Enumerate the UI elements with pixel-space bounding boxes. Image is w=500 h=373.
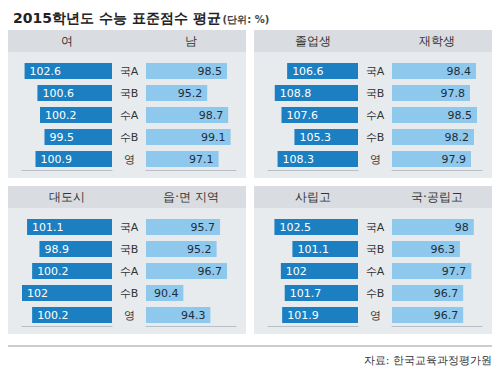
svg-text:95.7: 95.7	[191, 221, 216, 234]
svg-text:100.2: 100.2	[37, 265, 69, 278]
svg-text:102: 102	[286, 265, 307, 278]
svg-text:97.7: 97.7	[442, 265, 467, 278]
svg-text:102.5: 102.5	[279, 221, 311, 234]
svg-text:100.2: 100.2	[37, 309, 69, 322]
svg-text:97.9: 97.9	[442, 153, 467, 166]
svg-text:영: 영	[370, 309, 381, 322]
svg-text:95.2: 95.2	[187, 243, 212, 256]
svg-text:사립고: 사립고	[295, 190, 331, 204]
svg-text:국A: 국A	[120, 65, 139, 78]
svg-text:101.1: 101.1	[32, 221, 64, 234]
svg-text:수A: 수A	[120, 109, 139, 122]
svg-text:96.7: 96.7	[434, 309, 459, 322]
svg-text:102: 102	[27, 287, 48, 300]
svg-text:95.2: 95.2	[178, 87, 203, 100]
svg-text:99.1: 99.1	[201, 131, 226, 144]
svg-text:101.9: 101.9	[287, 309, 319, 322]
svg-text:96.7: 96.7	[434, 287, 459, 300]
svg-text:101.7: 101.7	[290, 287, 322, 300]
svg-text:국A: 국A	[366, 65, 385, 78]
svg-text:국B: 국B	[120, 87, 139, 100]
svg-text:96.7: 96.7	[198, 265, 223, 278]
svg-text:2015학년도 수능 표준점수 평균: 2015학년도 수능 표준점수 평균	[13, 10, 221, 26]
svg-text:졸업생: 졸업생	[295, 34, 331, 48]
svg-text:96.3: 96.3	[430, 243, 455, 256]
svg-text:영: 영	[124, 153, 135, 166]
svg-text:101.1: 101.1	[297, 243, 329, 256]
svg-text:108.8: 108.8	[280, 87, 312, 100]
svg-text:106.6: 106.6	[292, 65, 324, 78]
svg-text:90.4: 90.4	[154, 287, 179, 300]
svg-text:102.6: 102.6	[30, 65, 62, 78]
svg-text:107.6: 107.6	[287, 109, 319, 122]
svg-text:남: 남	[185, 34, 197, 48]
svg-text:98.5: 98.5	[198, 65, 223, 78]
svg-text:자료: 한국교육과정평가원: 자료: 한국교육과정평가원	[364, 354, 492, 367]
svg-text:(단위: %): (단위: %)	[223, 14, 270, 25]
svg-text:98.7: 98.7	[199, 109, 224, 122]
svg-text:수A: 수A	[120, 265, 139, 278]
svg-text:국A: 국A	[366, 221, 385, 234]
svg-text:100.6: 100.6	[42, 87, 74, 100]
svg-text:읍·면 지역: 읍·면 지역	[163, 190, 219, 204]
svg-text:98.4: 98.4	[447, 65, 472, 78]
svg-text:수B: 수B	[120, 131, 139, 144]
svg-text:100.9: 100.9	[41, 153, 73, 166]
svg-text:97.1: 97.1	[189, 153, 214, 166]
svg-text:국B: 국B	[120, 243, 139, 256]
svg-text:국A: 국A	[120, 221, 139, 234]
svg-text:재학생: 재학생	[419, 34, 455, 48]
svg-text:98: 98	[455, 221, 469, 234]
svg-text:94.3: 94.3	[181, 309, 206, 322]
svg-text:98.5: 98.5	[448, 109, 473, 122]
svg-text:수B: 수B	[366, 287, 385, 300]
svg-text:수B: 수B	[366, 131, 385, 144]
svg-text:99.5: 99.5	[50, 131, 75, 144]
svg-text:100.2: 100.2	[45, 109, 77, 122]
svg-text:수A: 수A	[366, 109, 385, 122]
svg-text:수A: 수A	[366, 265, 385, 278]
svg-text:97.8: 97.8	[441, 87, 466, 100]
svg-text:98.2: 98.2	[445, 131, 470, 144]
svg-text:영: 영	[124, 309, 135, 322]
svg-text:영: 영	[370, 153, 381, 166]
svg-text:대도시: 대도시	[49, 190, 85, 204]
svg-text:국·공립고: 국·공립고	[411, 190, 463, 204]
svg-text:국B: 국B	[366, 243, 385, 256]
svg-text:국B: 국B	[366, 87, 385, 100]
svg-text:수B: 수B	[120, 287, 139, 300]
svg-text:108.3: 108.3	[283, 153, 315, 166]
svg-text:여: 여	[61, 34, 73, 48]
svg-text:105.3: 105.3	[299, 131, 331, 144]
svg-text:98.9: 98.9	[44, 243, 69, 256]
